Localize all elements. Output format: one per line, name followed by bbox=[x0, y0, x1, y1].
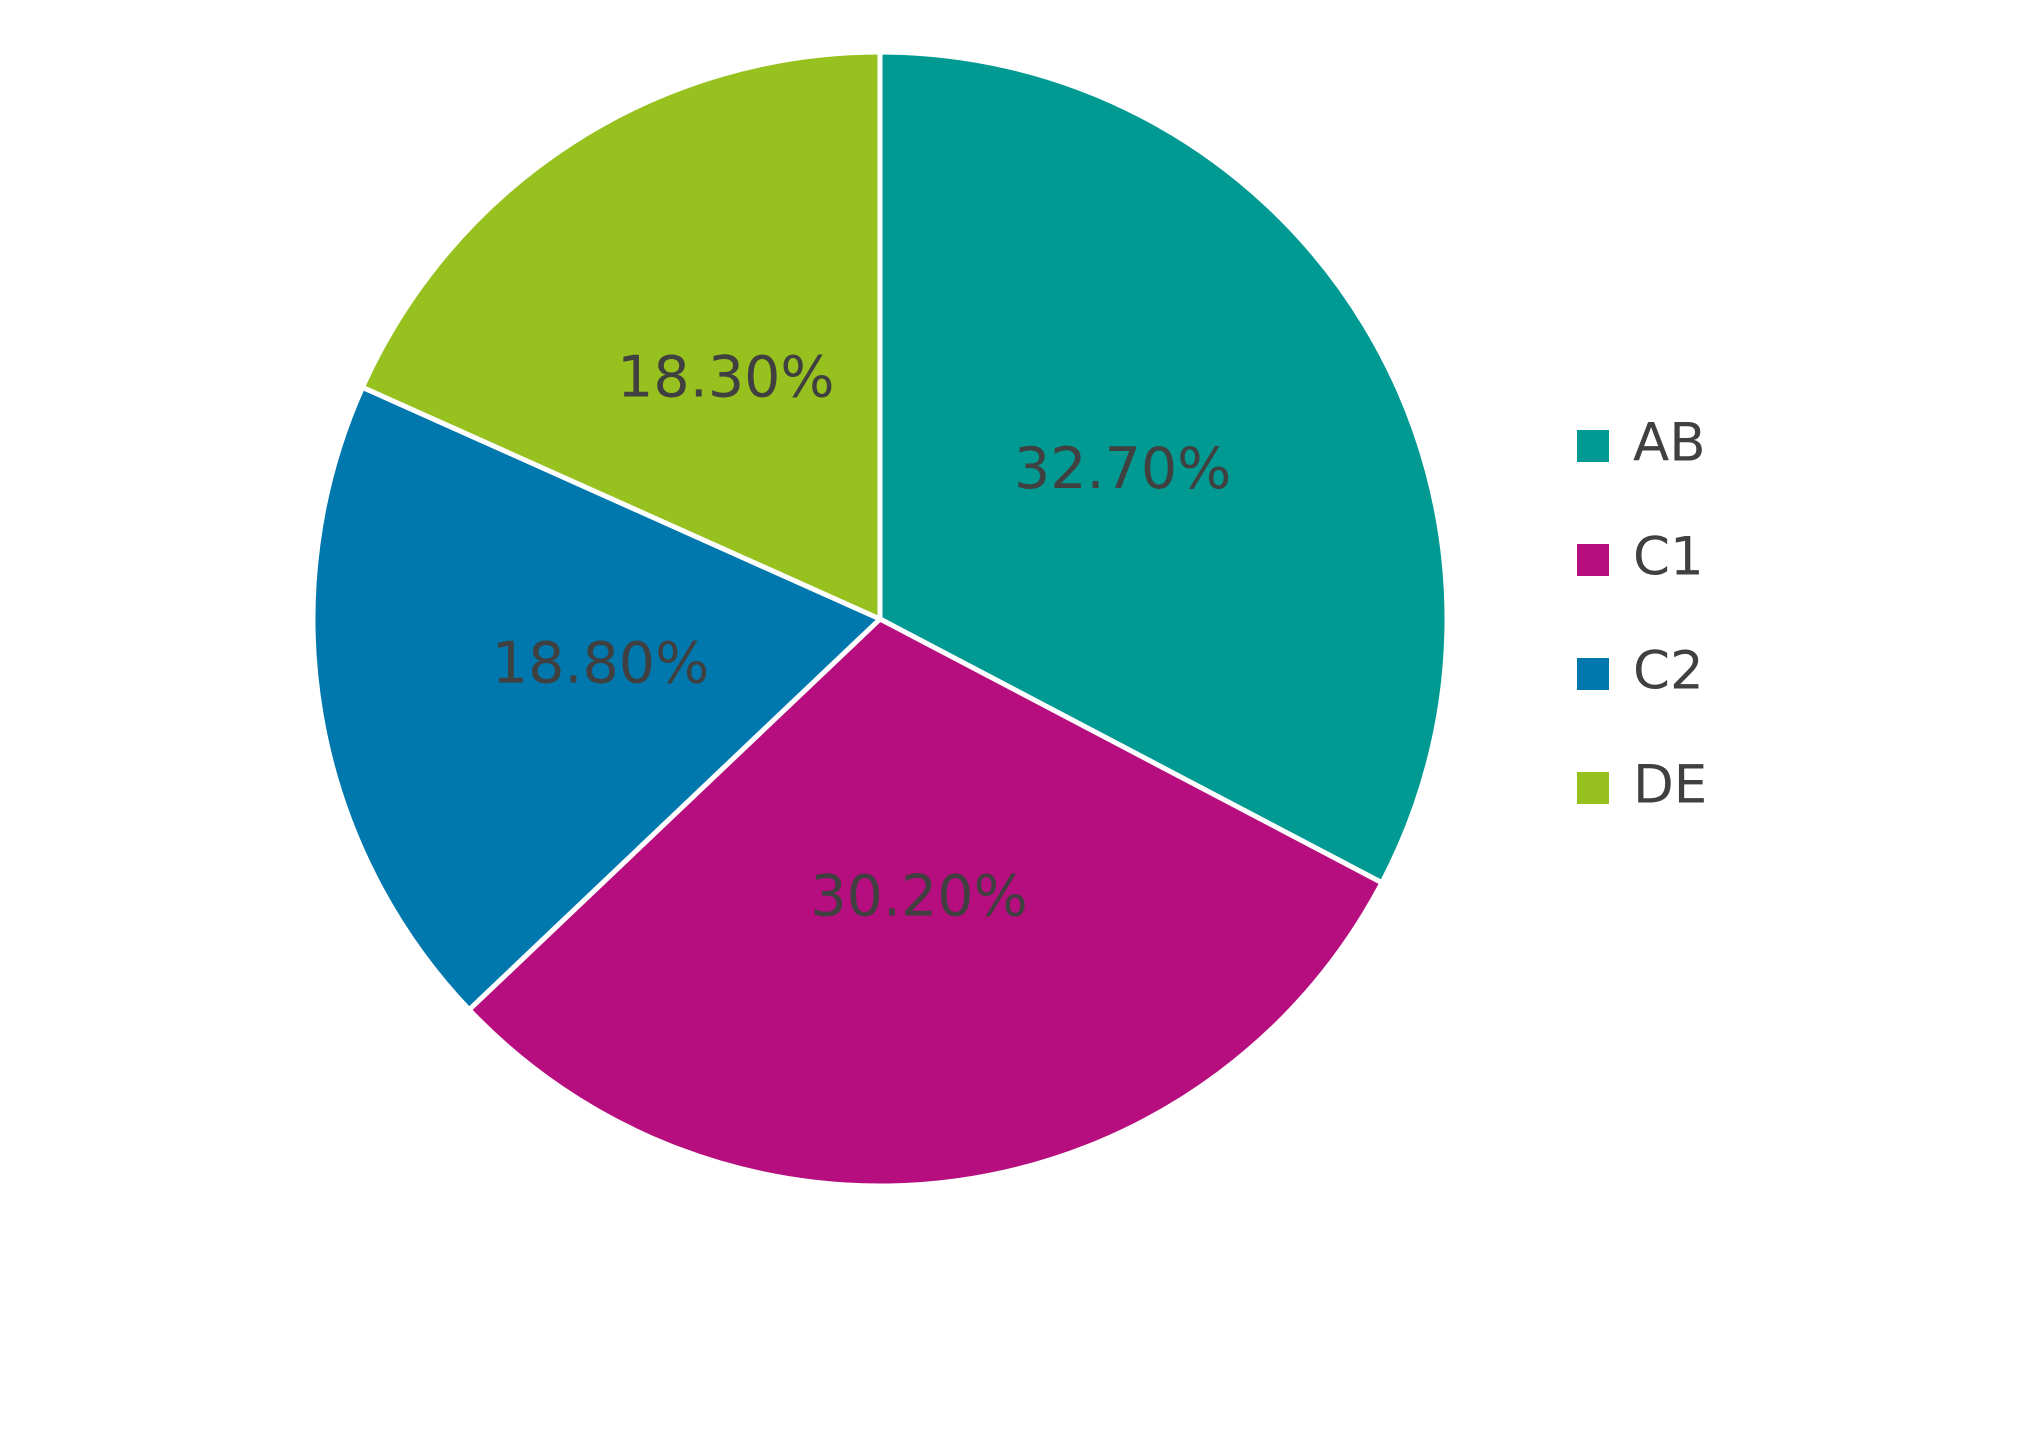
legend-swatch bbox=[1577, 544, 1609, 576]
pie-slice bbox=[877, 49, 1450, 886]
slice-label: 30.20% bbox=[810, 863, 1027, 929]
legend-label: C2 bbox=[1633, 641, 1704, 702]
slice-label: 32.70% bbox=[1014, 436, 1231, 502]
legend-label: DE bbox=[1633, 755, 1707, 816]
slice-label: 18.80% bbox=[492, 630, 709, 696]
legend-swatch bbox=[1577, 658, 1609, 690]
pie-slice bbox=[360, 49, 883, 622]
pie-slice bbox=[466, 616, 1385, 1189]
legend-swatch bbox=[1577, 772, 1609, 804]
legend-label: C1 bbox=[1633, 527, 1704, 588]
slice-label: 18.30% bbox=[617, 345, 834, 411]
pie-slice bbox=[310, 384, 883, 1013]
legend-label: AB bbox=[1633, 413, 1706, 474]
legend-swatch bbox=[1577, 430, 1609, 462]
